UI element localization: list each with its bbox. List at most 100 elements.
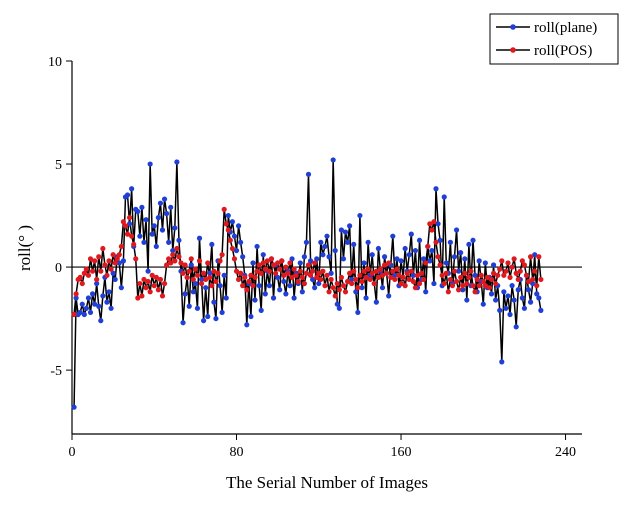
- data-point: [324, 272, 330, 278]
- data-point: [344, 278, 351, 285]
- data-point: [515, 276, 521, 283]
- data-point: [182, 291, 188, 297]
- data-point: [118, 243, 124, 250]
- data-point: [406, 252, 412, 258]
- data-point: [143, 217, 149, 223]
- data-point: [478, 272, 484, 278]
- data-point: [291, 266, 297, 272]
- x-tick-label: 240: [555, 445, 576, 460]
- data-point: [297, 260, 303, 266]
- data-point: [104, 272, 110, 278]
- data-point: [149, 231, 155, 237]
- data-point: [227, 237, 233, 243]
- data-point: [180, 320, 186, 326]
- data-point: [312, 260, 318, 266]
- data-point: [521, 262, 528, 268]
- data-point: [509, 264, 515, 270]
- legend-marker: [510, 24, 516, 30]
- data-point: [429, 247, 435, 254]
- data-point: [499, 359, 505, 365]
- data-point: [163, 262, 170, 268]
- data-point: [141, 239, 147, 245]
- data-point: [330, 157, 336, 163]
- data-point: [538, 276, 544, 283]
- data-point: [402, 283, 408, 289]
- data-point: [133, 256, 139, 262]
- data-point: [295, 278, 301, 285]
- data-point: [141, 276, 147, 283]
- data-point: [289, 256, 295, 262]
- x-axis-label: The Serial Number of Images: [226, 473, 428, 492]
- data-point: [369, 252, 375, 258]
- data-point: [196, 258, 203, 264]
- data-point: [466, 274, 472, 280]
- data-point: [318, 239, 324, 245]
- data-point: [293, 272, 299, 278]
- data-point: [174, 245, 180, 252]
- data-point: [532, 268, 538, 274]
- data-point: [272, 270, 279, 276]
- data-point: [151, 223, 157, 229]
- data-point: [359, 285, 365, 291]
- data-point: [332, 247, 338, 254]
- data-point: [427, 258, 433, 264]
- data-point: [468, 268, 474, 274]
- data-point: [390, 233, 396, 239]
- data-point: [219, 252, 225, 258]
- data-point: [322, 243, 328, 250]
- data-point: [157, 200, 164, 206]
- data-point: [110, 270, 116, 276]
- data-point: [205, 313, 211, 320]
- data-point: [151, 283, 157, 289]
- data-point: [386, 293, 392, 299]
- data-point: [213, 278, 219, 285]
- data-point: [96, 254, 102, 260]
- data-point: [108, 305, 114, 311]
- data-point: [264, 258, 270, 264]
- data-point: [225, 212, 231, 219]
- data-point: [277, 266, 283, 272]
- data-point: [347, 223, 353, 229]
- data-point: [223, 221, 229, 227]
- data-point: [493, 297, 499, 303]
- data-point: [201, 318, 207, 324]
- data-point: [229, 219, 236, 225]
- data-point: [122, 223, 129, 229]
- data-point: [355, 309, 361, 316]
- data-point: [163, 210, 170, 217]
- data-point: [499, 258, 505, 264]
- data-point: [291, 295, 297, 301]
- data-point: [207, 274, 213, 280]
- data-point: [441, 280, 447, 287]
- data-point: [470, 237, 476, 243]
- data-point: [209, 241, 215, 248]
- data-point: [344, 239, 351, 245]
- data-point: [495, 272, 501, 278]
- data-point: [373, 299, 379, 305]
- data-point: [168, 260, 174, 266]
- data-point: [536, 295, 542, 301]
- data-point: [305, 262, 312, 268]
- data-point: [71, 404, 77, 410]
- data-point: [182, 262, 188, 268]
- data-point: [192, 266, 198, 272]
- data-point: [534, 291, 540, 297]
- data-point: [534, 283, 540, 289]
- data-point: [519, 258, 525, 264]
- data-point: [252, 297, 258, 303]
- data-point: [147, 289, 153, 295]
- data-point: [275, 274, 281, 280]
- data-point: [521, 305, 528, 311]
- data-point: [310, 268, 316, 274]
- data-point: [266, 268, 273, 274]
- data-point: [365, 239, 371, 245]
- data-point: [262, 291, 268, 297]
- data-point: [285, 270, 291, 276]
- data-point: [176, 254, 182, 260]
- data-point: [275, 260, 281, 266]
- data-point: [536, 254, 542, 260]
- data-point: [447, 239, 453, 245]
- data-point: [375, 274, 382, 280]
- data-point: [324, 233, 330, 239]
